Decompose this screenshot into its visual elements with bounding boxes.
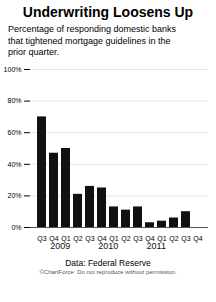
html-text:Data: Federal Reserve: Data: Federal Reserve xyxy=(65,258,151,269)
svg-text:Q3: Q3 xyxy=(85,236,94,244)
svg-text:Q2: Q2 xyxy=(73,236,82,244)
svg-text:2010: 2010 xyxy=(98,241,118,251)
svg-text:Q3: Q3 xyxy=(37,236,46,244)
svg-text:40%: 40% xyxy=(7,161,21,168)
html-text:Q4 Q1: Q4 Q1 xyxy=(97,235,119,243)
svg-text:100%: 100% xyxy=(4,66,22,73)
svg-text:Q3: Q3 xyxy=(133,236,142,244)
svg-text:0%: 0% xyxy=(11,224,21,231)
svg-text:Q2: Q2 xyxy=(169,236,178,244)
svg-text:Q2: Q2 xyxy=(121,236,130,244)
svg-text:80%: 80% xyxy=(7,97,21,104)
html-text:Q4 Q1: Q4 Q1 xyxy=(49,235,71,243)
svg-text:20%: 20% xyxy=(7,192,21,199)
svg-text:2009: 2009 xyxy=(50,241,70,251)
html-text:Q4 Q1: Q4 Q1 xyxy=(145,235,167,243)
svg-text:Q3: Q3 xyxy=(181,236,190,244)
html-text:©ChartForce Do not reproduce w: ©ChartForce Do not reproduce without per… xyxy=(39,269,177,276)
svg-text:2011: 2011 xyxy=(147,241,166,251)
svg-text:60%: 60% xyxy=(7,129,21,136)
html-text:Underwriting Loosens Up: Underwriting Loosens Up xyxy=(22,4,194,20)
svg-text:Q4: Q4 xyxy=(193,236,202,244)
html-text:Percentage of responding domes: Percentage of responding domestic banks … xyxy=(8,24,177,58)
